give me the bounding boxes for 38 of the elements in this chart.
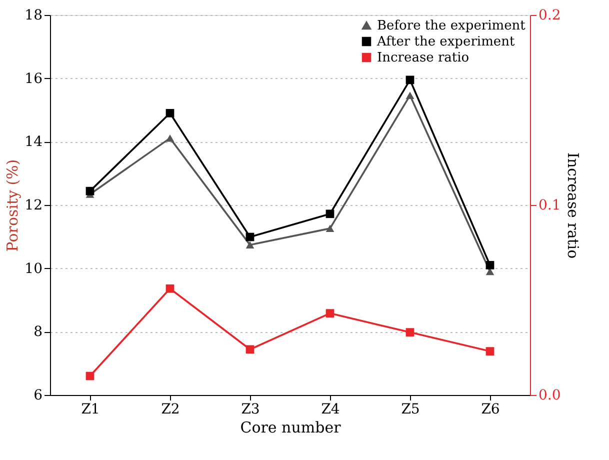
point <box>166 284 174 293</box>
point <box>406 76 414 84</box>
y-tick-label: 12 <box>24 198 42 214</box>
y-tick-label: 8 <box>34 324 42 340</box>
y-tick-label: 6 <box>34 388 43 404</box>
y-tick-label: 10 <box>24 260 42 277</box>
x-tick-label: Z5 <box>401 402 420 418</box>
point <box>406 328 414 336</box>
y-axis-title: Porosity (%) <box>4 159 22 252</box>
point <box>486 260 494 270</box>
point <box>246 232 254 242</box>
x-tick-label: Z2 <box>161 402 180 418</box>
point <box>166 134 174 142</box>
point <box>326 224 334 232</box>
x-tick-label: Z3 <box>241 402 260 418</box>
y2-axis-title: Increase ratio <box>564 152 582 259</box>
y-tick-label: 18 <box>24 8 42 24</box>
x-tick-label: Z1 <box>81 402 100 418</box>
legend-label: After the experiment <box>376 34 516 50</box>
point <box>86 372 94 380</box>
x-tick-label: Z6 <box>481 402 500 418</box>
x-axis-title: Core number <box>240 418 342 436</box>
y-tick-label: 16 <box>24 70 43 87</box>
point <box>486 347 494 356</box>
y2-tick-label: 0.0 <box>538 388 561 404</box>
point <box>406 92 414 100</box>
point <box>326 309 334 318</box>
legend-label: Increase ratio <box>377 50 470 66</box>
x-tick-label: Z4 <box>321 402 340 418</box>
y-tick-label: 14 <box>24 134 43 150</box>
point <box>326 210 334 218</box>
point <box>166 108 174 118</box>
y2-tick-label: 0.2 <box>538 8 561 24</box>
y2-tick-label: 0.1 <box>538 198 561 214</box>
point <box>246 241 254 249</box>
point <box>86 186 94 196</box>
legend-label: Before the experiment <box>377 18 526 34</box>
point <box>246 345 254 354</box>
